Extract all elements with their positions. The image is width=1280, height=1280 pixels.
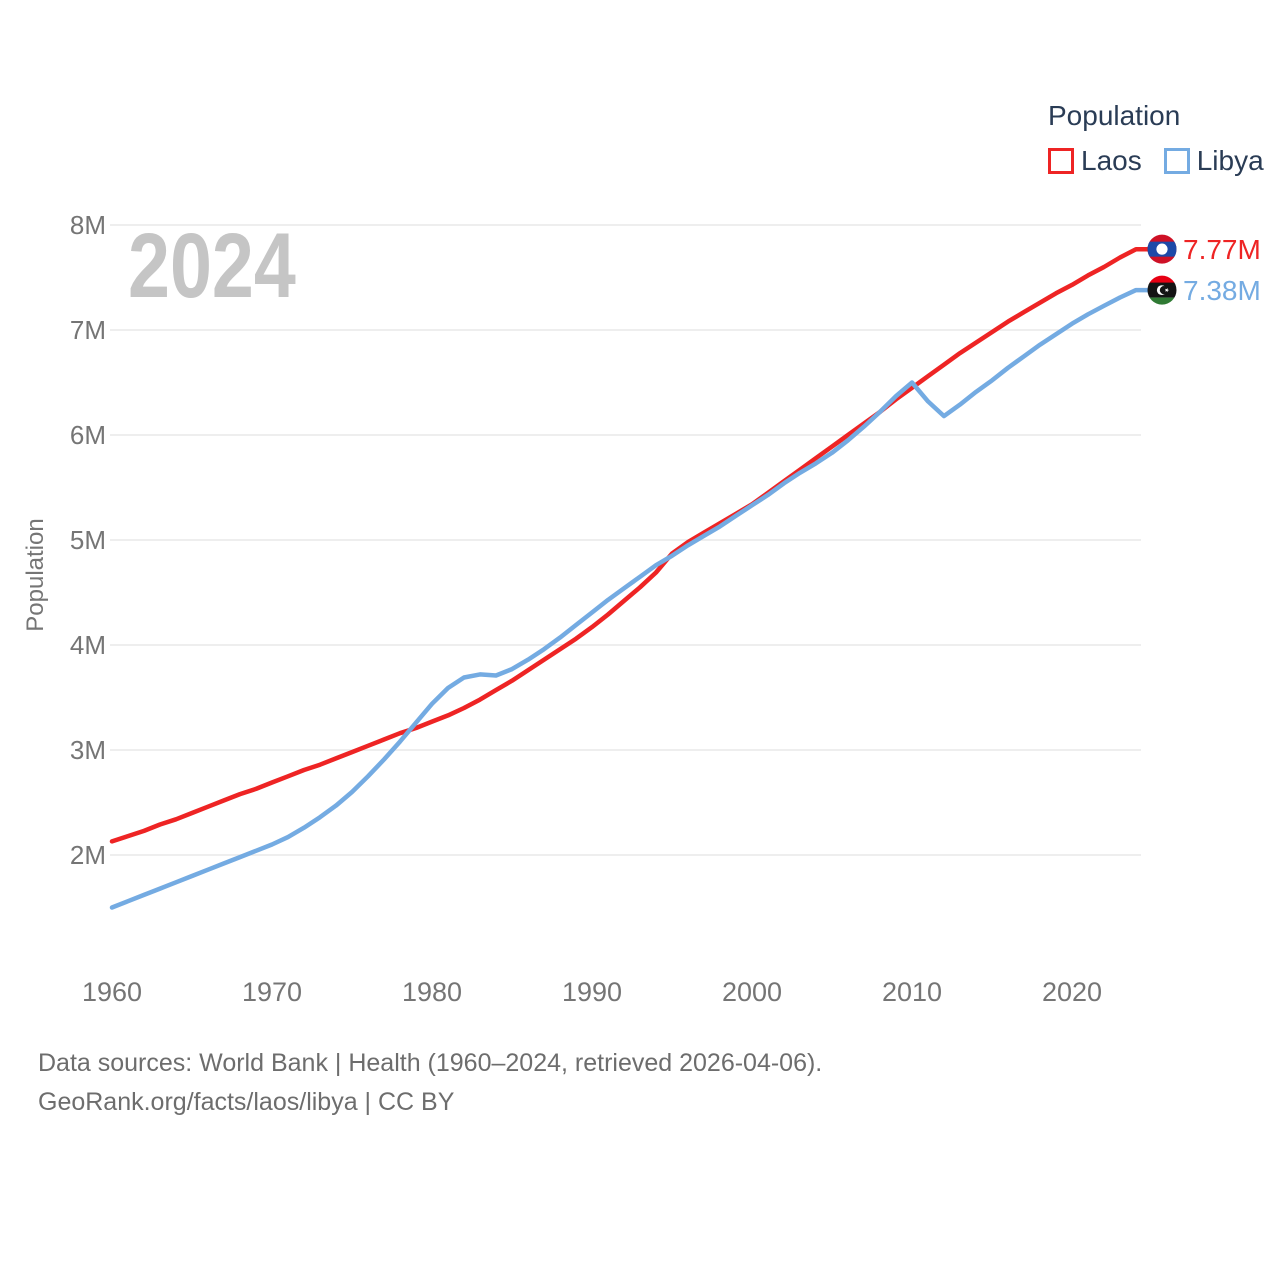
legend-item-libya[interactable]: Libya (1163, 145, 1264, 177)
legend-item-laos[interactable]: Laos (1048, 145, 1142, 177)
libya-flag-icon (1147, 275, 1177, 305)
attribution-text: GeoRank.org/facts/laos/libya | CC BY (38, 1088, 455, 1116)
y-tick-label: 7M (70, 315, 106, 345)
y-tick-label: 5M (70, 525, 106, 555)
x-tick-label: 2020 (1042, 977, 1102, 1007)
x-tick-label: 1990 (562, 977, 622, 1007)
y-tick-label: 8M (70, 210, 106, 240)
y-axis-title: Population (22, 518, 49, 631)
chart-legend: Population Laos Libya (1048, 100, 1264, 177)
data-sources-text: Data sources: World Bank | Health (1960–… (38, 1049, 823, 1077)
x-tick-label: 1960 (82, 977, 142, 1007)
legend-title: Population (1048, 100, 1181, 131)
x-tick-label: 1970 (242, 977, 302, 1007)
end-label-laos: 7.77M (1183, 234, 1261, 265)
year-watermark: 2024 (128, 215, 296, 317)
laos-flag-icon (1147, 234, 1177, 264)
legend-item-label: Laos (1081, 145, 1142, 176)
chart-footer: Data sources: World Bank | Health (1960–… (38, 1044, 822, 1122)
series-line-laos (109, 246, 1150, 844)
x-tick-label: 2010 (882, 977, 942, 1007)
y-tick-label: 4M (70, 630, 106, 660)
y-tick-label: 3M (70, 735, 106, 765)
laos-series-swatch-icon (1048, 148, 1074, 174)
x-tick-label: 1980 (402, 977, 462, 1007)
x-tick-label: 2000 (722, 977, 782, 1007)
end-label-libya: 7.38M (1183, 275, 1261, 306)
legend-item-label: Libya (1196, 145, 1264, 176)
libya-series-swatch-icon (1163, 148, 1190, 174)
y-tick-label: 2M (70, 840, 106, 870)
y-tick-label: 6M (70, 420, 106, 450)
series-line-libya (109, 287, 1150, 910)
